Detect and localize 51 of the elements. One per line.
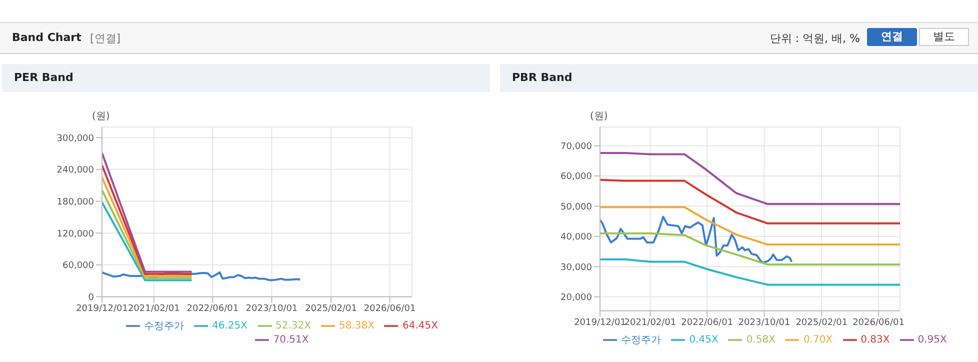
line-series [600,178,900,224]
x-tick-label: 2026/06/01 [852,318,904,328]
x-tick-label: 2019/12/01 [76,304,128,314]
y-tick-label: 20,000 [560,293,592,304]
y-tick-label: 40,000 [560,232,592,243]
legend-label: 0.58X [746,334,776,346]
legend-label: 0.45X [689,334,718,346]
y-tick-label: 300,000 [56,134,94,144]
legend-label: 수정주가 [621,334,662,346]
chart-title: PER Band [2,64,490,92]
y-tick-label: 70,000 [560,142,592,152]
y-axis-title: (원) [92,110,110,123]
line-series [600,216,793,264]
legend-label: 수정주가 [144,320,184,332]
line-series [600,152,900,206]
x-tick-label: 2021/02/01 [624,318,676,328]
y-tick-label: 30,000 [560,262,592,273]
y-tick-label: 50,000 [560,202,592,212]
text: 연결 [867,28,917,46]
x-tick-label: 2022/06/01 [681,318,734,328]
y-tick-label: 180,000 [56,197,94,208]
chart-title: PBR Band [500,64,978,92]
x-tick-label: 2026/06/01 [364,304,416,314]
legend-label: 64.45X [402,320,438,332]
legend-label: 52.32X [276,320,311,332]
x-tick-label: 2019/12/01 [574,318,626,328]
y-axis-title: (원) [590,110,608,123]
legend-label: 0.95X [918,334,947,346]
legend-label: 0.83X [860,334,890,346]
x-tick-label: 2025/02/01 [796,318,848,328]
y-tick-label: 60,000 [62,261,94,272]
text: [연결] [90,31,121,46]
x-tick-label: 2021/02/01 [128,304,180,314]
legend-label: 0.70X [803,334,833,346]
legend-label: 70.51X [273,334,309,346]
line-series [600,206,900,246]
text: 별도 [919,28,969,46]
legend-label: 46.25X [212,320,248,332]
y-tick-label: 0 [88,292,94,303]
x-tick-label: 2023/10/01 [738,318,790,328]
x-tick-label: 2022/06/01 [186,304,239,314]
line-series [600,232,900,266]
legend-label: 58.38X [339,320,374,332]
line-series [600,258,900,286]
x-tick-label: 2023/10/01 [246,304,298,314]
y-tick-label: 120,000 [56,229,94,240]
x-tick-label: 2025/02/01 [305,304,357,314]
y-tick-label: 240,000 [56,166,94,176]
text: Band Chart [12,31,82,44]
y-tick-label: 60,000 [560,172,592,182]
text: 단위 : 억원, 배, % [770,31,860,46]
